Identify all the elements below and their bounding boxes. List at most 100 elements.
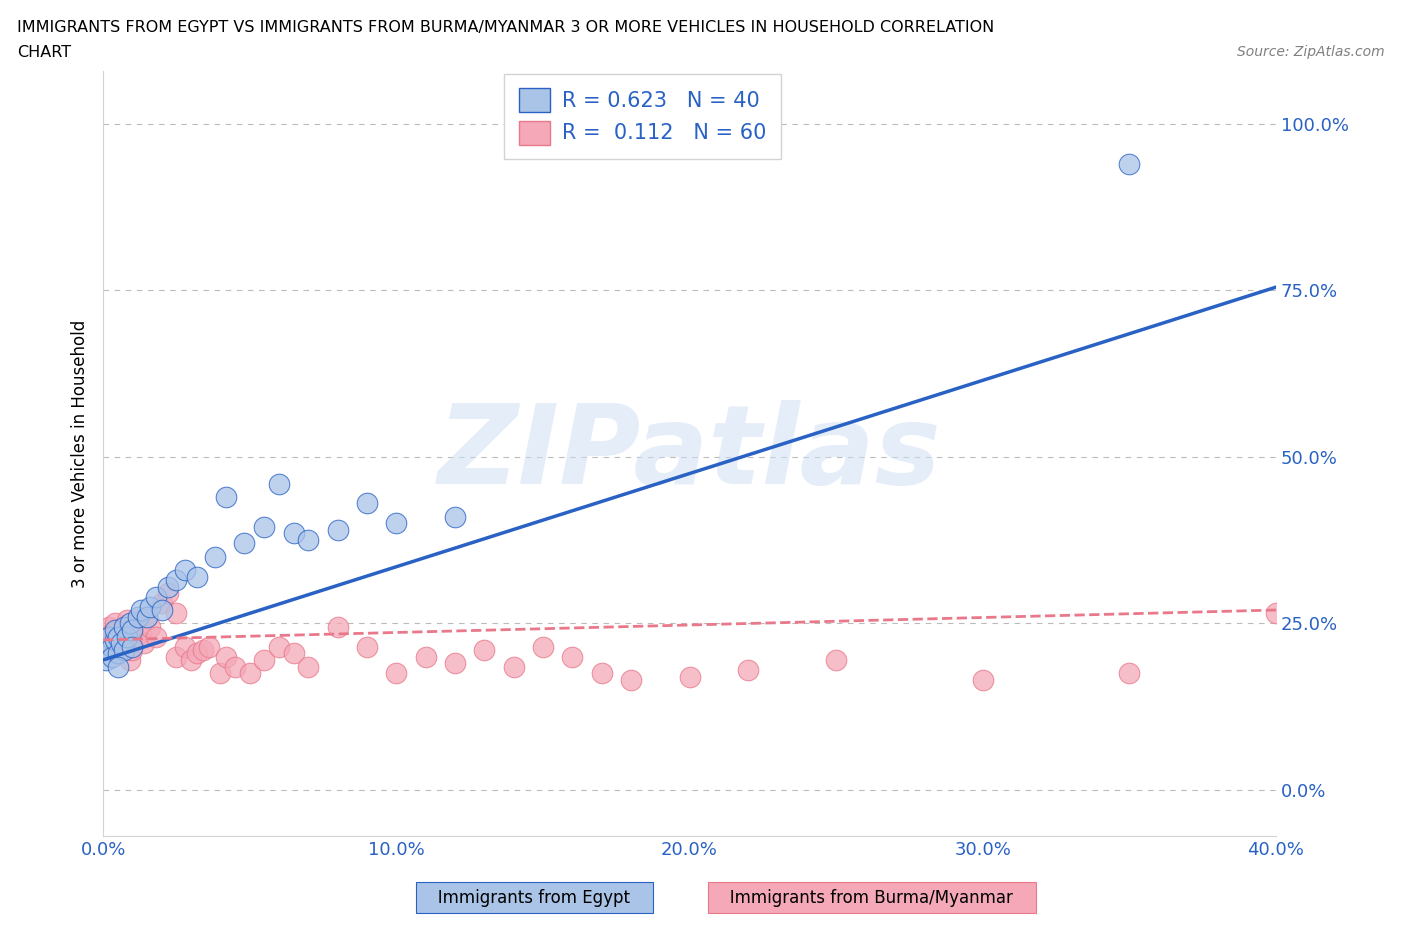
Text: Source: ZipAtlas.com: Source: ZipAtlas.com bbox=[1237, 45, 1385, 59]
Point bbox=[104, 643, 127, 658]
Point bbox=[531, 639, 554, 654]
Point bbox=[825, 653, 848, 668]
Point bbox=[115, 626, 138, 641]
Point bbox=[112, 643, 135, 658]
Point bbox=[253, 653, 276, 668]
Point bbox=[139, 619, 162, 634]
Point bbox=[112, 636, 135, 651]
Point bbox=[145, 590, 167, 604]
Point bbox=[283, 645, 305, 660]
Point bbox=[174, 639, 197, 654]
Point bbox=[101, 639, 124, 654]
Point bbox=[104, 632, 127, 647]
Text: Immigrants from Burma/Myanmar: Immigrants from Burma/Myanmar bbox=[714, 889, 1029, 907]
Point bbox=[129, 603, 152, 618]
Point bbox=[110, 636, 132, 651]
Point bbox=[104, 622, 127, 637]
Point bbox=[101, 649, 124, 664]
Point bbox=[356, 496, 378, 511]
Text: IMMIGRANTS FROM EGYPT VS IMMIGRANTS FROM BURMA/MYANMAR 3 OR MORE VEHICLES IN HOU: IMMIGRANTS FROM EGYPT VS IMMIGRANTS FROM… bbox=[17, 20, 994, 35]
Point bbox=[283, 526, 305, 541]
Point bbox=[98, 630, 121, 644]
Point bbox=[204, 550, 226, 565]
Point bbox=[1265, 605, 1288, 620]
Point bbox=[444, 510, 467, 525]
Legend: R = 0.623   N = 40, R =  0.112   N = 60: R = 0.623 N = 40, R = 0.112 N = 60 bbox=[503, 73, 782, 159]
Point bbox=[385, 666, 408, 681]
Y-axis label: 3 or more Vehicles in Household: 3 or more Vehicles in Household bbox=[72, 319, 89, 588]
Point bbox=[115, 613, 138, 628]
Point bbox=[267, 639, 290, 654]
Point bbox=[561, 649, 583, 664]
Point bbox=[139, 599, 162, 614]
Point bbox=[502, 659, 524, 674]
Point bbox=[127, 609, 149, 624]
Point bbox=[156, 579, 179, 594]
Point bbox=[165, 605, 187, 620]
Point bbox=[112, 619, 135, 634]
Point bbox=[215, 649, 238, 664]
Point bbox=[94, 630, 117, 644]
Point bbox=[98, 643, 121, 658]
Point bbox=[136, 609, 159, 624]
Point bbox=[107, 645, 129, 660]
Point bbox=[101, 636, 124, 651]
Point bbox=[232, 536, 254, 551]
Point bbox=[253, 519, 276, 534]
Point bbox=[112, 619, 135, 634]
Point bbox=[118, 616, 141, 631]
Point bbox=[591, 666, 613, 681]
Point bbox=[118, 653, 141, 668]
Point bbox=[145, 630, 167, 644]
Point bbox=[110, 630, 132, 644]
Point bbox=[215, 489, 238, 504]
Point bbox=[620, 672, 643, 687]
Point bbox=[186, 569, 208, 584]
Point bbox=[472, 643, 495, 658]
Text: Immigrants from Egypt: Immigrants from Egypt bbox=[422, 889, 647, 907]
Point bbox=[737, 662, 759, 677]
Point bbox=[121, 622, 143, 637]
Point bbox=[385, 516, 408, 531]
Point bbox=[191, 643, 214, 658]
Point bbox=[165, 573, 187, 588]
Text: CHART: CHART bbox=[17, 45, 70, 60]
Point bbox=[107, 622, 129, 637]
Point bbox=[356, 639, 378, 654]
Point bbox=[156, 586, 179, 601]
Point bbox=[678, 669, 700, 684]
Point bbox=[197, 639, 219, 654]
Point bbox=[972, 672, 994, 687]
Point bbox=[297, 659, 319, 674]
Point bbox=[180, 653, 202, 668]
Point bbox=[209, 666, 232, 681]
Point bbox=[326, 523, 349, 538]
Point bbox=[174, 563, 197, 578]
Point bbox=[107, 659, 129, 674]
Point bbox=[1118, 156, 1140, 171]
Point bbox=[98, 639, 121, 654]
Point bbox=[104, 616, 127, 631]
Point bbox=[150, 603, 173, 618]
Point bbox=[1118, 666, 1140, 681]
Point bbox=[129, 626, 152, 641]
Point bbox=[121, 643, 143, 658]
Point bbox=[150, 596, 173, 611]
Point bbox=[107, 630, 129, 644]
Point bbox=[326, 619, 349, 634]
Point bbox=[121, 622, 143, 637]
Point bbox=[186, 645, 208, 660]
Point bbox=[121, 639, 143, 654]
Point bbox=[239, 666, 262, 681]
Point bbox=[297, 533, 319, 548]
Point bbox=[415, 649, 437, 664]
Point bbox=[127, 613, 149, 628]
Point bbox=[134, 636, 156, 651]
Point bbox=[224, 659, 246, 674]
Point bbox=[165, 649, 187, 664]
Point bbox=[115, 630, 138, 644]
Point bbox=[101, 626, 124, 641]
Point bbox=[94, 653, 117, 668]
Point bbox=[107, 632, 129, 647]
Point bbox=[444, 656, 467, 671]
